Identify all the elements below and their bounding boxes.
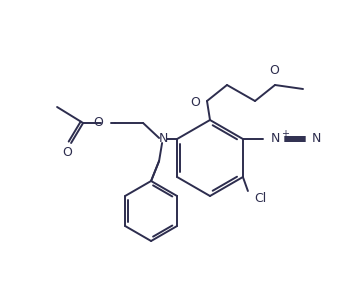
Text: O: O — [190, 95, 200, 108]
Text: N: N — [158, 132, 168, 145]
Text: +: + — [281, 129, 289, 139]
Text: N: N — [312, 132, 321, 145]
Text: Cl: Cl — [254, 192, 266, 205]
Text: O: O — [93, 116, 103, 129]
Text: O: O — [269, 64, 279, 77]
Text: N: N — [271, 132, 280, 145]
Text: O: O — [62, 145, 72, 158]
